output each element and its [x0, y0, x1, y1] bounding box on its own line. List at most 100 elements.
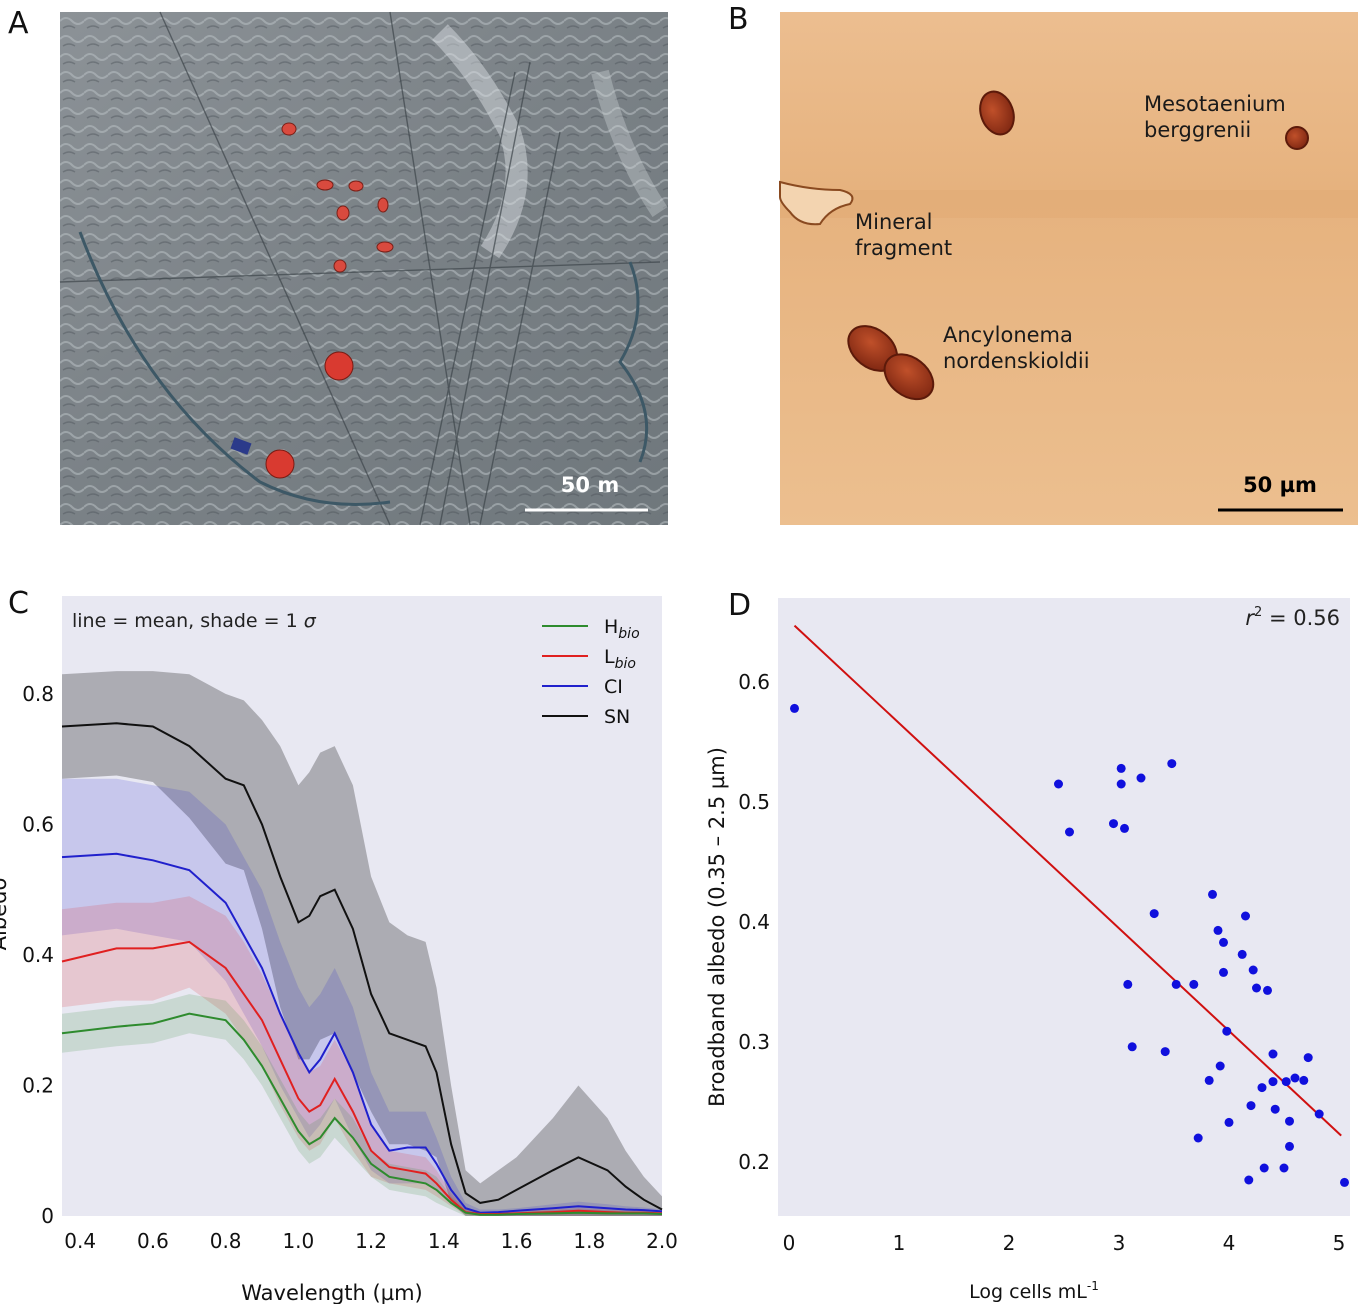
label-line: Ancylonema — [943, 323, 1073, 347]
meltwater-stream — [78, 231, 391, 506]
y-tick-label: 0.8 — [22, 682, 54, 706]
band-ci — [62, 778, 662, 1216]
dome-tent — [324, 351, 354, 381]
y-axis-label: Albedo — [0, 878, 11, 951]
cell-mesotaenium — [1285, 126, 1309, 150]
ice-texture — [60, 12, 668, 525]
x-tick-label: 0 — [783, 1231, 796, 1255]
r-squared-annotation: r2 = 0.56 — [1245, 605, 1340, 630]
slide-band — [780, 190, 1358, 218]
scale-label: 50 m — [561, 473, 619, 497]
r-symbol: r — [1245, 606, 1255, 630]
band-sn — [62, 671, 662, 1216]
label-line: Mesotaenium — [1144, 92, 1286, 116]
plot-area — [778, 598, 1350, 1216]
x-tick-label: 1.0 — [282, 1229, 314, 1253]
data-point — [790, 703, 799, 713]
y-tick-label: 0.2 — [22, 1073, 54, 1097]
y-tick-label: 0.5 — [738, 790, 770, 814]
data-point — [1285, 1116, 1294, 1126]
tents — [281, 122, 394, 273]
data-point — [1219, 937, 1228, 947]
data-point — [1263, 985, 1272, 995]
data-point — [1120, 823, 1129, 833]
data-point — [1244, 1175, 1254, 1185]
data-point — [1237, 949, 1247, 959]
data-point — [1268, 1049, 1278, 1059]
data-point — [1213, 925, 1223, 935]
legend-entry: SN — [604, 706, 630, 728]
mineral-fragment — [779, 180, 854, 226]
legend-entry: CI — [604, 676, 623, 698]
x-tick-label: 5 — [1333, 1231, 1346, 1255]
plot-area — [62, 596, 662, 1216]
data-point — [1340, 1177, 1349, 1187]
label-line: Mineral — [855, 210, 933, 234]
data-point — [1116, 779, 1126, 789]
data-point — [1257, 1083, 1267, 1093]
data-point — [1065, 827, 1074, 837]
albedo-spectra-chart: 0.4 0.6 0.8 1.0 1.2 1.4 1.6 1.8 2.0 0 0.2 0.4 0.6 0.8… — [0, 596, 678, 1304]
scale-label: 50 µm — [1243, 473, 1317, 497]
x-axis-label-main: Log cells mL — [969, 1281, 1087, 1303]
line-ci — [61, 852, 663, 1214]
x-tick-label: 1.8 — [573, 1229, 605, 1253]
chart-annotation: line = mean, shade = 1 σ — [72, 610, 317, 632]
data-point — [1208, 889, 1217, 899]
x-axis-label-sup: -1 — [1087, 1279, 1099, 1293]
r-superscript: 2 — [1254, 605, 1262, 620]
x-tick-label: 1.6 — [501, 1229, 533, 1253]
x-tick-label: 1 — [893, 1231, 906, 1255]
line-lbio — [61, 940, 663, 1215]
data-point — [1215, 1061, 1225, 1071]
data-point — [1246, 1101, 1256, 1111]
axis-ticks: 0.4 0.6 0.8 1.0 1.2 1.4 1.6 1.8 2.0 0 0.2 0.4 0.6 0.8 — [22, 682, 678, 1253]
label-mesotaenium: Mesotaenium berggrenii — [1144, 92, 1292, 142]
y-tick-label: 0.6 — [22, 812, 54, 836]
line-hbio — [61, 1012, 663, 1216]
r-squared-value: = 0.56 — [1262, 606, 1340, 630]
scatter-points — [790, 703, 1349, 1187]
data-point — [1222, 1026, 1232, 1036]
data-point — [1054, 779, 1063, 789]
blue-box — [230, 437, 252, 455]
data-point — [1285, 1141, 1294, 1151]
cell-small-algae — [979, 90, 1015, 136]
panel-letter-b: B — [728, 2, 749, 37]
data-point — [1116, 763, 1126, 773]
data-point — [1259, 1163, 1269, 1173]
legend: Hbio Lbio CI SN — [542, 616, 640, 728]
mean-lines — [61, 722, 663, 1216]
x-tick-label: 0.6 — [137, 1229, 169, 1253]
x-axis-label: Log cells mL-1 — [969, 1279, 1099, 1303]
label-line: nordenskioldii — [943, 349, 1090, 373]
dome-tent — [265, 449, 295, 479]
data-point — [1252, 983, 1261, 993]
data-point — [1193, 1133, 1203, 1143]
x-tick-label: 0.4 — [64, 1229, 96, 1253]
x-tick-label: 2.0 — [646, 1229, 678, 1253]
band-hbio — [62, 994, 662, 1216]
data-point — [1241, 911, 1250, 921]
microscope-photo: Mesotaenium berggrenii Mineral fragment … — [779, 12, 1358, 525]
aerial-photo: 50 m — [59, 11, 668, 526]
x-tick-label: 1.4 — [428, 1229, 460, 1253]
data-point — [1127, 1042, 1137, 1052]
x-tick-label: 3 — [1113, 1231, 1126, 1255]
data-point — [1167, 759, 1177, 769]
y-tick-label: 0.4 — [738, 910, 770, 934]
snow-patch — [591, 69, 668, 217]
label-line: fragment — [855, 236, 952, 260]
cell-ancylonema — [847, 325, 935, 401]
x-tick-label: 1.2 — [355, 1229, 387, 1253]
legend-entry: Hbio — [604, 616, 640, 642]
data-point — [1270, 1104, 1280, 1114]
label-mineral-fragment: Mineral fragment — [855, 210, 952, 260]
axis-ticks: 0 1 2 3 4 5 0.2 0.3 0.4 0.5 0.6 — [738, 670, 1345, 1255]
data-point — [1303, 1053, 1313, 1063]
data-point — [1109, 819, 1118, 829]
data-point — [1314, 1109, 1324, 1119]
sigma-bands — [62, 671, 662, 1216]
data-point — [1204, 1075, 1214, 1085]
data-point — [1136, 773, 1146, 783]
